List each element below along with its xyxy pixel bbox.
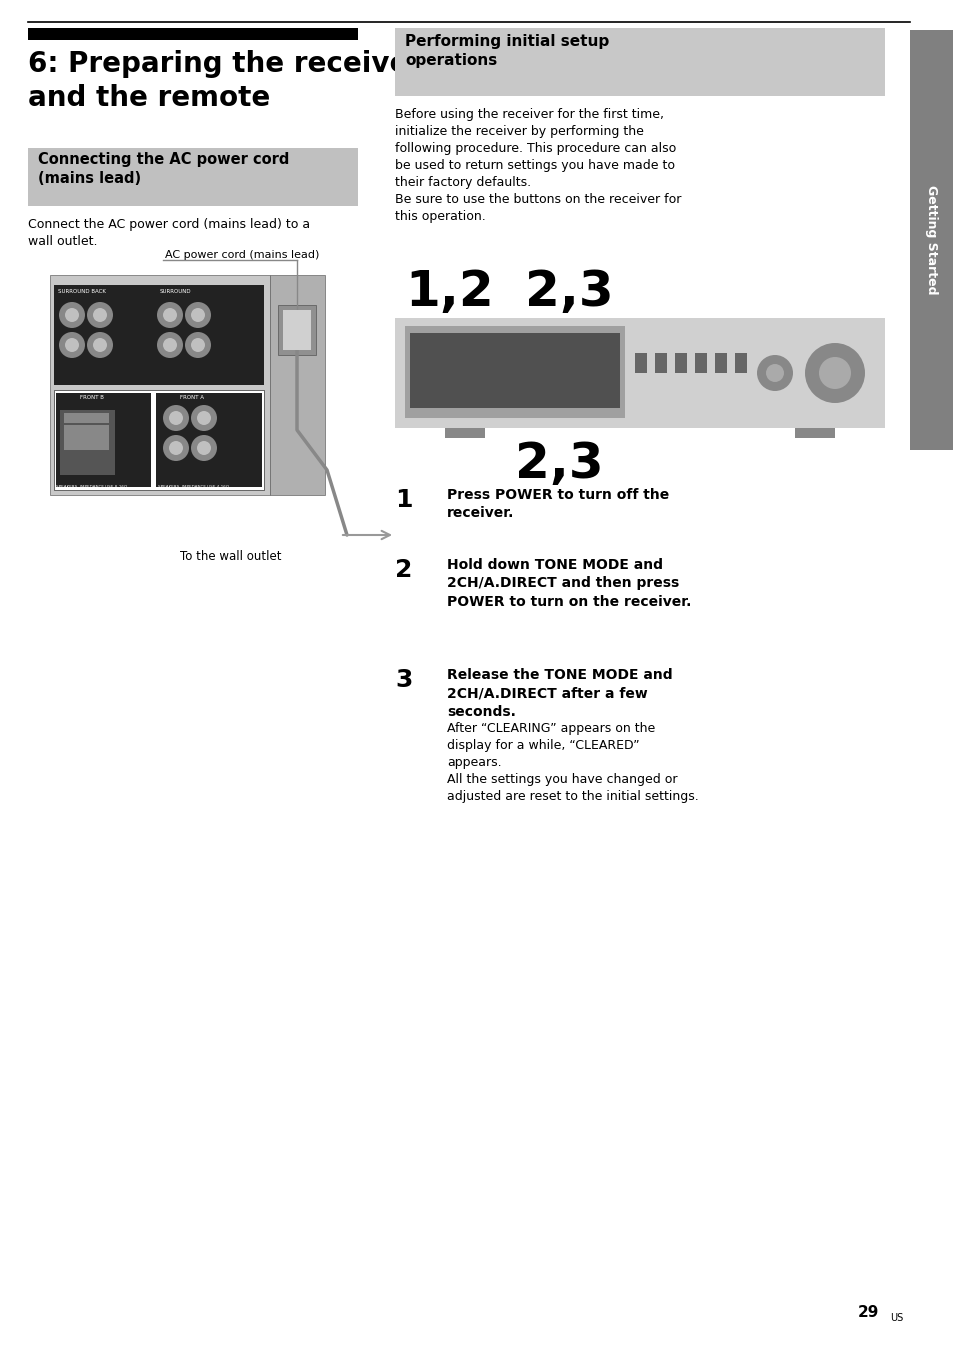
Circle shape (59, 301, 85, 329)
Circle shape (191, 406, 216, 431)
Text: SURROUND: SURROUND (160, 289, 192, 293)
Circle shape (804, 343, 864, 403)
Text: SURROUND BACK: SURROUND BACK (58, 289, 106, 293)
Text: Connecting the AC power cord
(mains lead): Connecting the AC power cord (mains lead… (38, 151, 289, 185)
Bar (395, 318, 884, 429)
Bar (270, 274, 325, 495)
Text: 2,3: 2,3 (515, 439, 603, 488)
Text: Hold down TONE MODE and
2CH/A.DIRECT and then press
POWER to turn on the receive: Hold down TONE MODE and 2CH/A.DIRECT and… (447, 558, 691, 608)
Bar (283, 310, 311, 350)
Circle shape (169, 441, 183, 456)
Circle shape (163, 308, 177, 322)
Text: 29: 29 (857, 1305, 879, 1320)
Bar (277, 306, 315, 356)
Text: 1: 1 (395, 488, 412, 512)
Bar (395, 28, 884, 96)
Text: Before using the receiver for the first time,
initialize the receiver by perform: Before using the receiver for the first … (395, 108, 680, 223)
Circle shape (65, 338, 79, 352)
Circle shape (65, 308, 79, 322)
Text: Connect the AC power cord (mains lead) to a
wall outlet.: Connect the AC power cord (mains lead) t… (28, 218, 310, 247)
Bar (444, 429, 484, 438)
Circle shape (92, 338, 107, 352)
Circle shape (196, 411, 211, 425)
Bar (635, 353, 646, 373)
Bar (28, 28, 357, 41)
Text: US: US (889, 1313, 902, 1324)
Text: Release the TONE MODE and
2CH/A.DIRECT after a few
seconds.: Release the TONE MODE and 2CH/A.DIRECT a… (447, 668, 672, 719)
Circle shape (169, 411, 183, 425)
Text: SPEAKERS  IMPEDANCE USE 4-16Ω: SPEAKERS IMPEDANCE USE 4-16Ω (158, 485, 229, 489)
Bar (64, 425, 109, 450)
Circle shape (157, 333, 183, 358)
Circle shape (191, 308, 205, 322)
Bar (675, 353, 686, 373)
Text: FRONT B: FRONT B (80, 395, 104, 400)
Text: Press POWER to turn off the
receiver.: Press POWER to turn off the receiver. (447, 488, 669, 521)
Bar (54, 285, 264, 385)
Text: Getting Started: Getting Started (924, 185, 938, 295)
Bar (56, 393, 151, 487)
Circle shape (163, 406, 189, 431)
Circle shape (185, 333, 211, 358)
Text: 3: 3 (395, 668, 412, 692)
Text: 6: Preparing the receiver
and the remote: 6: Preparing the receiver and the remote (28, 50, 421, 111)
Bar (655, 353, 666, 373)
Circle shape (163, 435, 189, 461)
Circle shape (87, 333, 112, 358)
Circle shape (157, 301, 183, 329)
Bar (54, 389, 264, 489)
Circle shape (59, 333, 85, 358)
Circle shape (185, 301, 211, 329)
Text: AC power cord (mains lead): AC power cord (mains lead) (165, 250, 319, 260)
Circle shape (765, 364, 783, 383)
Circle shape (163, 338, 177, 352)
Circle shape (191, 338, 205, 352)
Text: SPEAKERS  IMPEDANCE USE 8-16Ω: SPEAKERS IMPEDANCE USE 8-16Ω (56, 485, 127, 489)
Text: 1,2: 1,2 (405, 268, 494, 316)
Text: Performing initial setup
operations: Performing initial setup operations (405, 34, 609, 68)
Text: FRONT A: FRONT A (180, 395, 204, 400)
Circle shape (87, 301, 112, 329)
Text: 2,3: 2,3 (524, 268, 613, 316)
Bar (734, 353, 746, 373)
Bar (50, 274, 270, 495)
Circle shape (92, 308, 107, 322)
Circle shape (196, 441, 211, 456)
Bar (714, 353, 726, 373)
Circle shape (191, 435, 216, 461)
Text: To the wall outlet: To the wall outlet (180, 550, 281, 562)
Bar (156, 393, 262, 487)
Circle shape (818, 357, 850, 389)
Bar (410, 333, 619, 408)
Circle shape (757, 356, 792, 391)
Bar (28, 147, 357, 206)
Bar (909, 30, 953, 450)
Text: 2: 2 (395, 558, 412, 581)
Bar (794, 429, 834, 438)
Bar (64, 412, 109, 423)
Bar (695, 353, 706, 373)
Bar (405, 326, 624, 418)
Text: After “CLEARING” appears on the
display for a while, “CLEARED”
appears.
All the : After “CLEARING” appears on the display … (447, 722, 698, 803)
Bar (60, 410, 115, 475)
